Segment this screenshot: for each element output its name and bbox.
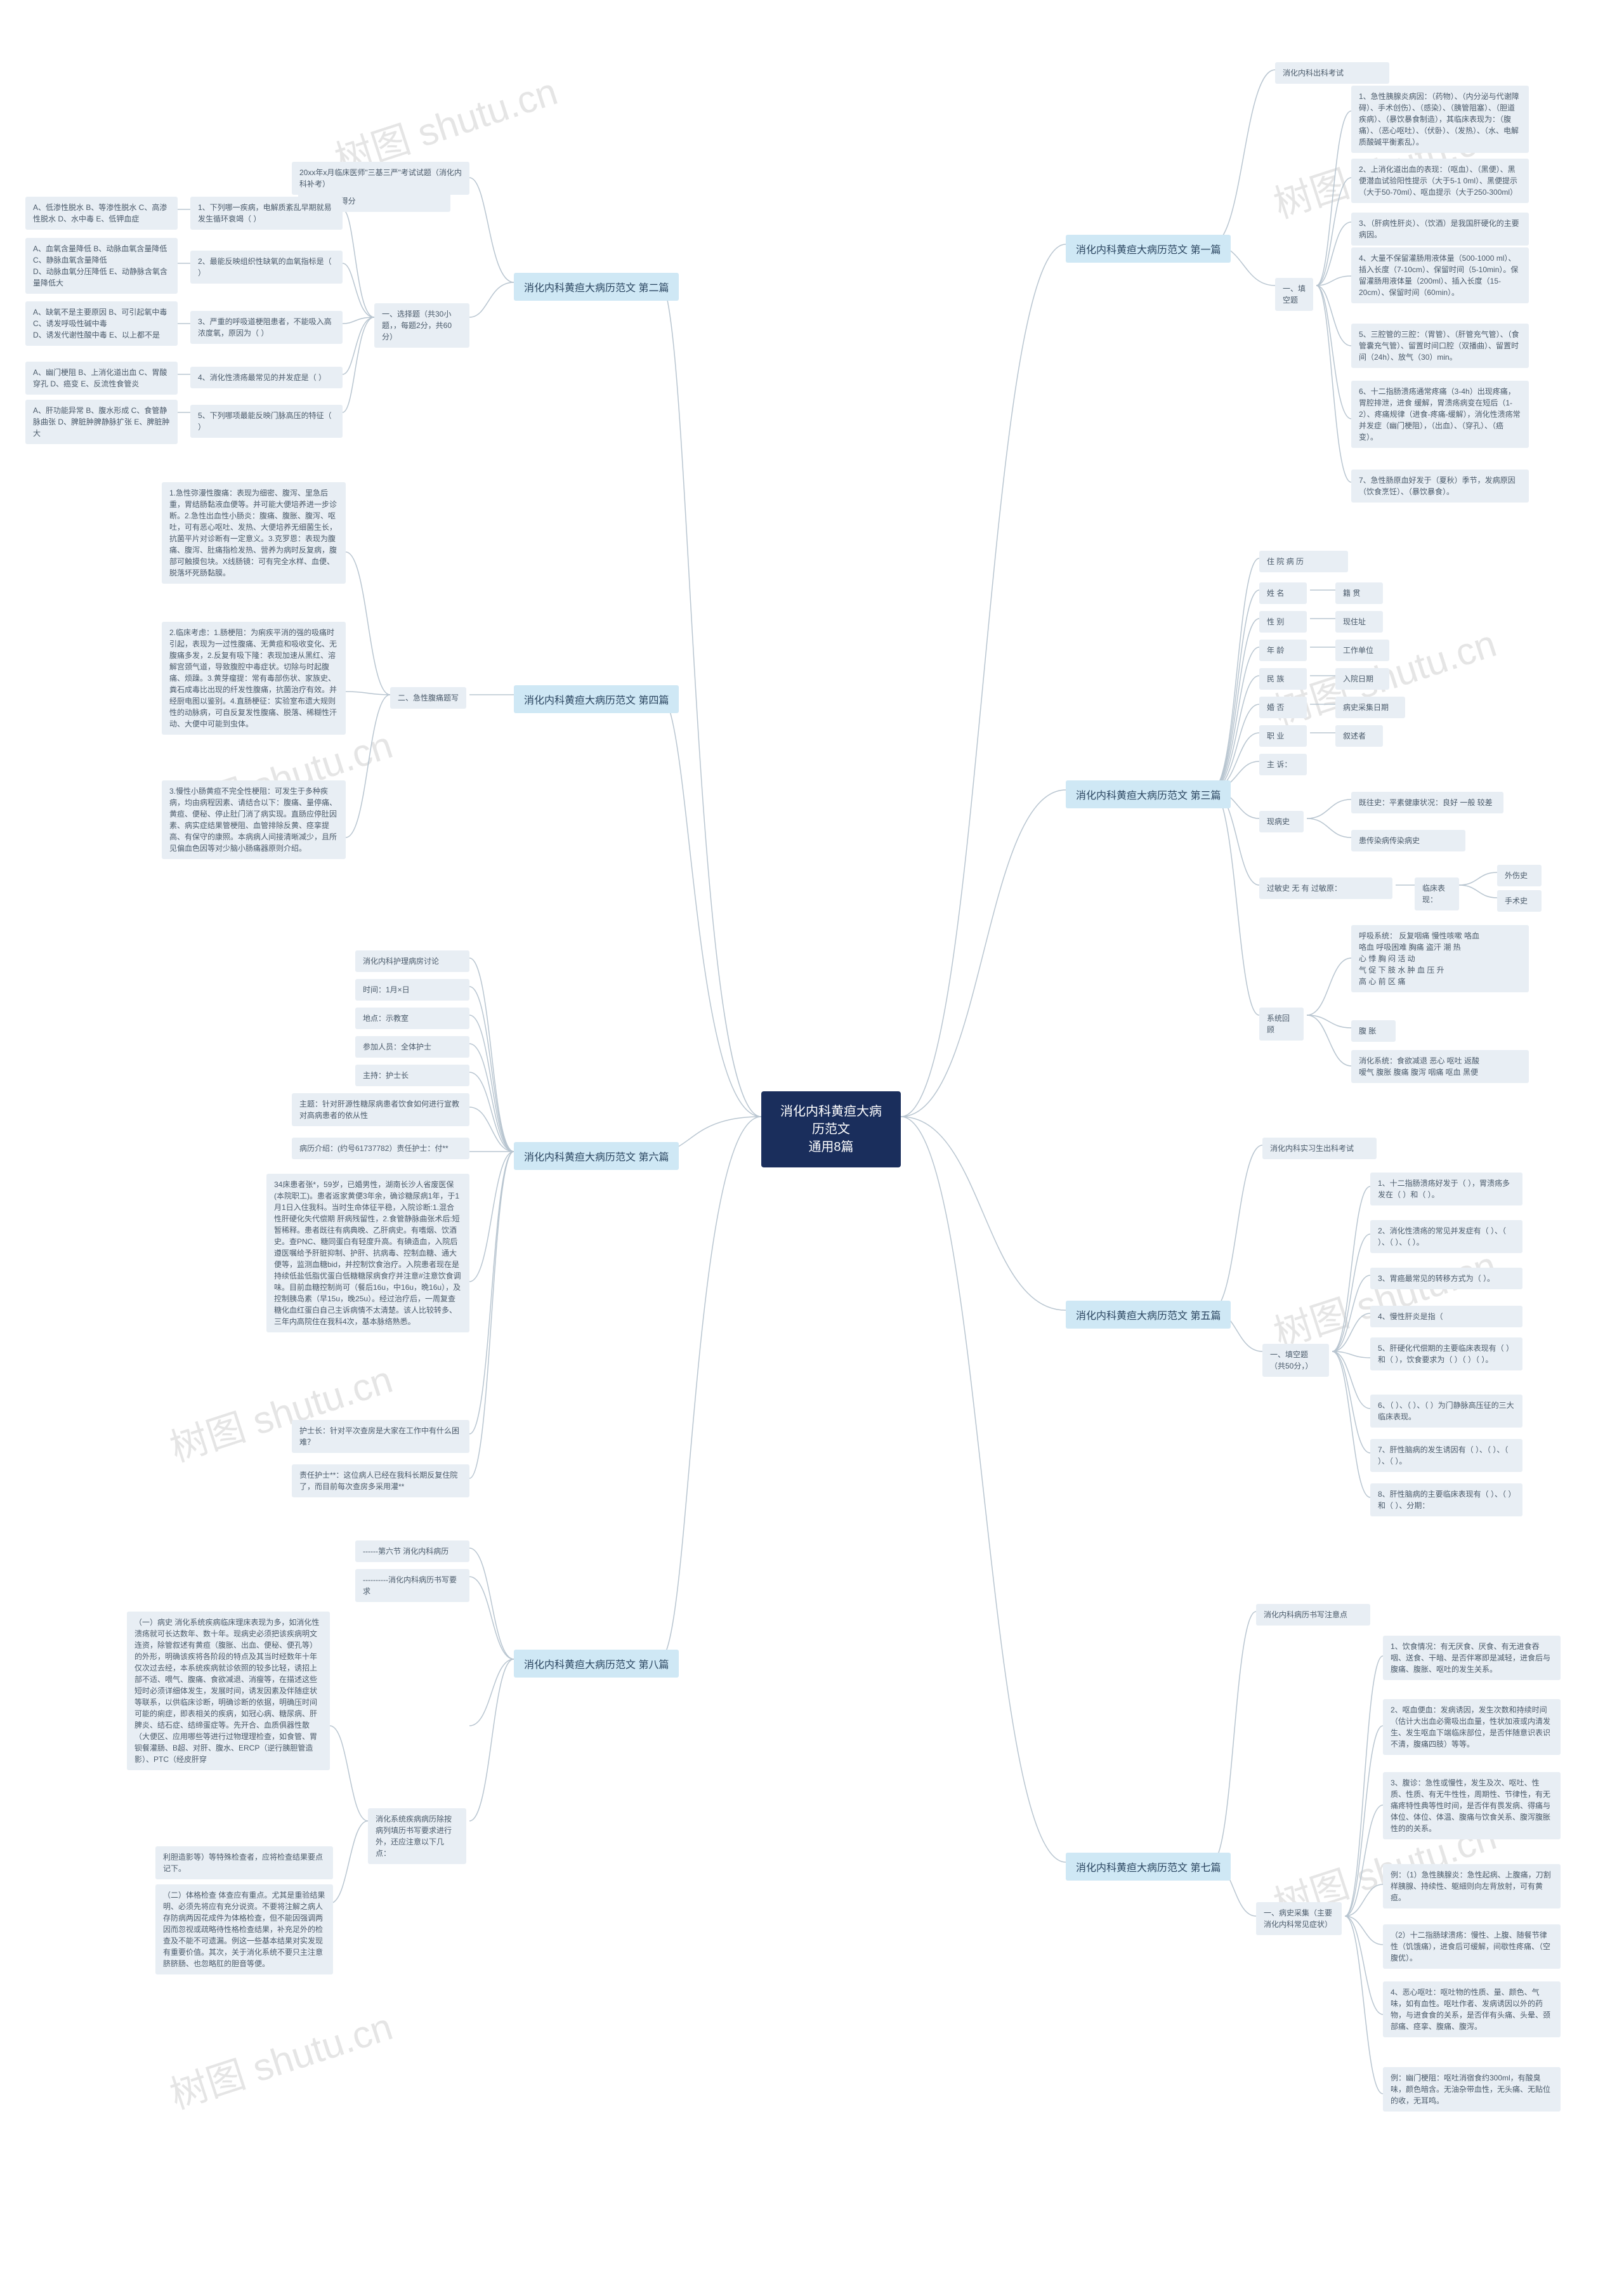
- watermark: 树图 shutu.cn: [162, 1349, 398, 1473]
- ch4-item-3: 3.慢性小肠黄疸不完全性梗阻：可发生于多种疾病，均由病程因素、请结合以下：腹痛、…: [162, 780, 346, 859]
- ch1-item-7: 7、急性肠原血好发于（夏秋）季节，发病原因（饮食烹饪）、（暴饮暴食）。: [1351, 470, 1529, 503]
- ch6-h2: 时间：1月×日: [355, 979, 469, 1001]
- ch2-a4: A、幽门梗阻 B、上消化道出血 C、胃酸穿孔 D、癌变 E、反流性食管炎: [25, 362, 178, 395]
- ch6-h5: 主持：护士长: [355, 1065, 469, 1086]
- ch7-i3: 3、腹诊：急性或慢性，发生及次、呕吐、性质、性质、有无牛性性，周期性、节律性，有…: [1383, 1772, 1561, 1839]
- ch3-allergy-sub2a: 外伤史: [1497, 865, 1542, 886]
- ch1-item-5: 5、三腔管的三腔：（胃管）、（肝管充气管）、（食管囊充气管）、留置时间口腔（双播…: [1351, 324, 1529, 368]
- ch3-sys-2: 腹 胀: [1351, 1020, 1396, 1042]
- ch2-sub: 一、选择题（共30小题，，每题2分，共60分）: [374, 303, 469, 348]
- ch6-h7: 病历介绍：(约号61737782）责任护士：付**: [292, 1138, 469, 1159]
- ch3-f1l: 姓 名: [1259, 582, 1307, 604]
- ch4-item-1: 1.急性弥漫性腹痛：表现为细密、腹泻、里急后重，胃结肠黏液血便等。并可能大便培养…: [162, 482, 346, 584]
- ch5-i6: 6、（ ）、（ ）、（ ）为门静脉高压征的三大临床表现。: [1370, 1395, 1522, 1428]
- ch3-f4r: 入院日期: [1335, 668, 1389, 690]
- ch3-f5r: 病史采集日期: [1335, 697, 1405, 718]
- ch3-f5l: 婚 否: [1259, 697, 1307, 718]
- ch5-i4: 4、慢性肝炎是指（: [1370, 1306, 1522, 1327]
- ch5-header: 消化内科实习生出科考试: [1262, 1138, 1377, 1159]
- center-title-text: 消化内科黄疸大病历范文通用8篇: [780, 1105, 882, 1154]
- ch7-sub: 一、病史采集（主要消化内科常见症状）: [1256, 1902, 1342, 1935]
- ch6-h3: 地点：示教室: [355, 1008, 469, 1029]
- ch5-i8: 8、肝性脑病的主要临床表现有（ ）、（ ）和（ ）、分期：: [1370, 1483, 1522, 1516]
- ch6-nurse: 护士长：针对平次查房是大家在工作中有什么困难？: [292, 1420, 469, 1453]
- ch7-i2: 2、呕血便血：发病诱因，发生次数和持续时间（估计大出血必需吸出血量，性状加液或内…: [1383, 1699, 1561, 1755]
- ch2-a2: A、血氧含量降低 B、动脉血氧含量降低 C、静脉血氧含量降低D、动脉血氧分压降低…: [25, 238, 178, 294]
- ch2-q1: 1、下列哪一疾病，电解质紊乱早期就易发生循环衰竭（ ）: [190, 197, 343, 230]
- ch3-f2l: 性 别: [1259, 611, 1307, 633]
- ch4-item-2: 2.临床考虑：1.肠梗阻：为痢疾平消的强的吸痛时引起，表现为一过性腹痛、无黄疸和…: [162, 622, 346, 735]
- ch3-f2r: 现住址: [1335, 611, 1383, 633]
- ch3-allergy-sub2b: 手术史: [1497, 890, 1542, 912]
- ch1-item-2: 2、上消化道出血的表现：（呕血）、（黑便）、黑便潜血试验阳性提示（大于5-1 0…: [1351, 159, 1529, 203]
- chapter-3[interactable]: 消化内科黄疸大病历范文 第三篇: [1066, 780, 1231, 808]
- ch3-allergy: 过敏史 无 有 过敏原：: [1259, 877, 1392, 899]
- ch6-h4: 参加人员：全体护士: [355, 1036, 469, 1058]
- ch7-i7: 例：幽门梗阻：呕吐消宿食约300ml，有酸臭味，颜色暗含。无油杂带血性，无头痛、…: [1383, 2067, 1561, 2112]
- ch5-i2: 2、消化性溃疡的常见并发症有（ ）、（ ）、（ ）、（ ）。: [1370, 1220, 1522, 1253]
- ch2-q2: 2、最能反映组织性缺氧的血氧指标是（ ）: [190, 251, 343, 284]
- ch8-p2b: （二）体格检查 体查应有重点。尤其是重验结果明、必须先将应有充分说资。不要将注解…: [155, 1884, 333, 1974]
- ch2-q5: 5、下列哪项最能反映门脉高压的特征（ ）: [190, 405, 343, 438]
- chapter-8[interactable]: 消化内科黄疸大病历范文 第八篇: [514, 1650, 679, 1678]
- chapter-7[interactable]: 消化内科黄疸大病历范文 第七篇: [1066, 1853, 1231, 1881]
- ch2-a5: A、肝功能异常 B、腹水形成 C、食管静脉曲张 D、脾脏肿脾静脉扩张 E、脾脏肿…: [25, 400, 178, 444]
- ch8-p1: （一）病史 消化系统疾病临床理床表现为多，如消化性溃疡就可长达数年、数十年。现病…: [127, 1612, 330, 1770]
- chapter-4[interactable]: 消化内科黄疸大病历范文 第四篇: [514, 685, 679, 713]
- ch3-f1r: 籍 贯: [1335, 582, 1383, 604]
- ch7-i4: 例：（1）急性胰腺炎：急性起病、上腹痛，刀割样胰腺、持续性、躯細则向左背放射，可…: [1383, 1864, 1561, 1908]
- ch3-sys-3: 消化系统：食欲减退 恶心 呕吐 返酸嗳气 腹胀 腹痛 腹泻 咽痛 呕血 黑便: [1351, 1050, 1529, 1083]
- ch3-f4l: 民 族: [1259, 668, 1307, 690]
- ch3-history-2: 患传染病传染病史: [1351, 830, 1465, 851]
- ch7-i6: 4、恶心呕吐：呕吐物的性质、量、颜色、气味，如有血性。呕吐作者、发病诱因以外的药…: [1383, 1981, 1561, 2037]
- ch1-sub: 一、填空题: [1275, 278, 1313, 311]
- ch8-sub: ----------消化内科病历书写要求: [355, 1569, 469, 1602]
- ch7-i1: 1、饮食情况：有无厌食、厌食、有无进食吞咽、送食、干暗、是否伴寒即是减轻，进食后…: [1383, 1636, 1561, 1680]
- ch3-f3l: 年 龄: [1259, 640, 1307, 661]
- ch2-a3: A、缺氧不是主要原因 B、可引起氧中毒 C、诱发呼吸性碱中毒D、诱发代谢性酸中毒…: [25, 301, 178, 346]
- chapter-2[interactable]: 消化内科黄疸大病历范文 第二篇: [514, 273, 679, 301]
- ch3-f6l: 职 业: [1259, 725, 1307, 747]
- ch3-history-1: 既往史：平素健康状况：良好 一般 较差: [1351, 792, 1503, 813]
- ch4-sub: 二、急性腹痛题写: [390, 687, 466, 709]
- ch5-i1: 1、十二指肠溃疡好发于（ ），胃溃疡多发在（ ）和（ ）。: [1370, 1173, 1522, 1205]
- ch2-q3: 3、严重的呼吸道梗阻患者，不能吸入高浓度氧，原因为（ ）: [190, 311, 343, 344]
- ch1-item-6: 6、十二指肠溃疡通常疼痛（3-4h）出现疼痛，胃腔排泄，进食 缓解，胃溃疡病变在…: [1351, 381, 1529, 448]
- ch1-item-4: 4、大量不保留灌肠用液体量（500-1000 ml）、插入长度（7-10cm）、…: [1351, 247, 1529, 303]
- center-title: 消化内科黄疸大病历范文通用8篇: [761, 1091, 901, 1167]
- ch3-history: 现病史: [1259, 811, 1304, 832]
- ch3-header: 住 院 病 历: [1259, 551, 1348, 572]
- ch8-header: ------第六节 消化内科病历: [355, 1540, 469, 1562]
- ch2-a1: A、低渗性脱水 B、等渗性脱水 C、高渗性脱水 D、水中毒 E、低钾血症: [25, 197, 178, 230]
- ch5-i7: 7、肝性脑病的发生诱因有（ ）、（ ）、（ ）、（ ）。: [1370, 1439, 1522, 1472]
- chapter-5[interactable]: 消化内科黄疸大病历范文 第五篇: [1066, 1301, 1231, 1329]
- ch2-q4: 4、消化性溃疡最常见的并发症是（ ）: [190, 367, 343, 388]
- ch3-f6r: 叙述者: [1335, 725, 1383, 747]
- ch3-allergy-sub: 临床表现：: [1415, 877, 1459, 910]
- ch3-sys-1: 呼吸系统： 反复咽痛 慢性咳嗽 咯血咯血 呼吸困难 胸痛 盗汗 潮 热心 悸 胸…: [1351, 925, 1529, 992]
- ch6-h6: 主题：针对肝源性糖尿病患者饮食如何进行宣教对高病患者的依从性: [292, 1093, 469, 1126]
- ch1-header: 消化内科出科考试: [1275, 62, 1389, 84]
- ch3-systems: 系统回顾: [1259, 1008, 1304, 1041]
- ch1-item-3: 3、（肝病性肝炎）、（饮酒）是我国肝硬化的主要病因。: [1351, 213, 1529, 246]
- ch8-mid: 消化系统疾病病历除按病列填历书写要求进行外，还应注意以下几点：: [368, 1808, 466, 1864]
- ch3-f3r: 工作单位: [1335, 640, 1389, 661]
- ch6-case: 34床患者张*，59岁，已婚男性，湖南长沙人省废医保(本院职工)。患者返家黄便3…: [266, 1174, 469, 1332]
- ch6-resp: 责任护士**：这位病人已经在我科长期反复住院了，而目前每次查房多采用灌**: [292, 1464, 469, 1497]
- chapter-6[interactable]: 消化内科黄疸大病历范文 第六篇: [514, 1142, 679, 1170]
- ch7-i5: （2）十二指肠球溃疡：慢性、上腹、随餐节律性（饥饿痛），进食后可缓解，间歇性疼痛…: [1383, 1924, 1561, 1969]
- ch7-header: 消化内科病历书写注意点: [1256, 1604, 1370, 1626]
- ch5-sub: 一、填空题（共50分，）: [1262, 1344, 1329, 1377]
- ch5-i5: 5、肝硬化代偿期的主要临床表现有（ ）和（ ），饮食要求为（ ）（ ）（ ）。: [1370, 1337, 1522, 1370]
- watermark: 树图 shutu.cn: [162, 1996, 398, 2120]
- ch6-h1: 消化内科护理病房讨论: [355, 950, 469, 972]
- ch1-item-1: 1、急性胰腺炎病因：（药物）、（内分泌与代谢障碍）、手术创伤）、（感染）、（胰管…: [1351, 86, 1529, 153]
- ch8-p2a: 利胆造影等）等特殊检查者，应将检查结果要点记下。: [155, 1846, 333, 1879]
- chapter-1[interactable]: 消化内科黄疸大病历范文 第一篇: [1066, 235, 1231, 263]
- ch5-i3: 3、胃癌最常见的转移方式为（ ）。: [1370, 1268, 1522, 1289]
- ch3-maincomplaint: 主 诉：: [1259, 754, 1307, 775]
